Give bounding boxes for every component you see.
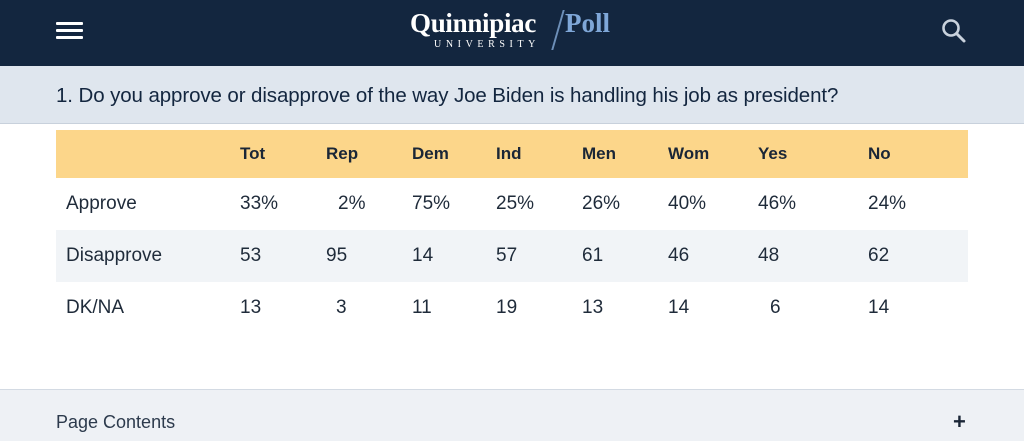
- table-cell: 95: [326, 230, 347, 282]
- table-cell: 62: [868, 230, 889, 282]
- row-label: DK/NA: [66, 282, 124, 334]
- question-header: 1. Do you approve or disapprove of the w…: [0, 66, 1024, 124]
- table-header-row: Tot Rep Dem Ind Men Wom Yes No: [56, 130, 968, 178]
- logo-university-text: UNIVERSITY: [434, 39, 540, 50]
- table-cell: 14: [668, 282, 689, 334]
- table-cell: 14: [868, 282, 889, 334]
- column-header: Ind: [496, 130, 522, 178]
- table-cell: 13: [240, 282, 261, 334]
- table-cell: 46: [668, 230, 689, 282]
- row-label: Disapprove: [66, 230, 162, 282]
- column-header: No: [868, 130, 891, 178]
- table-cell: 46%: [758, 178, 796, 230]
- top-navigation-bar: Quinnipiac Poll UNIVERSITY: [0, 0, 1024, 66]
- question-title: 1. Do you approve or disapprove of the w…: [56, 84, 838, 108]
- column-header: Rep: [326, 130, 358, 178]
- quinnipiac-poll-logo[interactable]: Quinnipiac Poll UNIVERSITY: [410, 8, 620, 54]
- table-cell: 40%: [668, 178, 706, 230]
- table-cell: 3: [326, 282, 347, 334]
- column-header: Tot: [240, 130, 265, 178]
- column-header: Dem: [412, 130, 449, 178]
- table-row: Disapprove 53 95 14 57 61 46 48 62: [56, 230, 968, 282]
- table-cell: 53: [240, 230, 261, 282]
- table-cell: 24%: [868, 178, 906, 230]
- hamburger-menu-icon[interactable]: [56, 20, 84, 42]
- table-cell: 25%: [496, 178, 534, 230]
- logo-divider: [551, 10, 564, 50]
- column-header: Men: [582, 130, 616, 178]
- logo-poll-text: Poll: [565, 8, 610, 39]
- table-cell: 2%: [326, 178, 365, 230]
- column-header: Wom: [668, 130, 709, 178]
- table-cell: 57: [496, 230, 517, 282]
- table-cell: 26%: [582, 178, 620, 230]
- expand-plus-icon[interactable]: +: [953, 409, 966, 435]
- table-cell: 61: [582, 230, 603, 282]
- table-cell: 33%: [240, 178, 278, 230]
- column-header: Yes: [758, 130, 787, 178]
- row-label: Approve: [66, 178, 137, 230]
- table-row: Approve 33% 2% 75% 25% 26% 40% 46% 24%: [56, 178, 968, 230]
- table-cell: 48: [758, 230, 779, 282]
- logo-wordmark: Quinnipiac: [410, 8, 536, 39]
- page-contents-label: Page Contents: [56, 412, 175, 433]
- table-cell: 19: [496, 282, 517, 334]
- table-cell: 14: [412, 230, 433, 282]
- table-cell: 11: [412, 282, 432, 334]
- page-contents-toggle[interactable]: Page Contents +: [0, 389, 1024, 441]
- table-cell: 13: [582, 282, 603, 334]
- table-row: DK/NA 13 3 11 19 13 14 6 14: [56, 282, 968, 334]
- table-cell: 6: [758, 282, 781, 334]
- table-cell: 75%: [412, 178, 450, 230]
- search-icon[interactable]: [940, 17, 968, 45]
